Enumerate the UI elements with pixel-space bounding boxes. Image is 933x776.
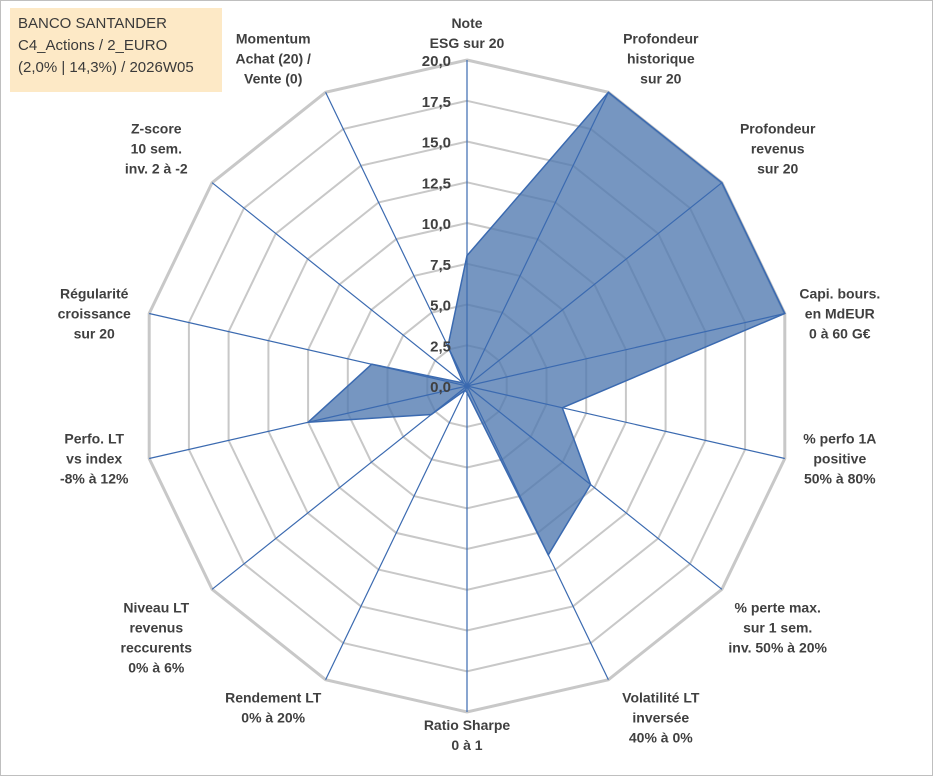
axis-label-12-line-2: inv. 2 à -2 <box>125 161 188 177</box>
axis-spoke-2 <box>466 182 723 387</box>
axis-label-9-line-1: revenus <box>129 619 183 635</box>
chart-subtitle-stats: (2,0% | 14,3%) / 2026W05 <box>18 59 194 76</box>
axis-spoke-3 <box>466 312 785 387</box>
axis-spoke-4 <box>466 385 785 460</box>
axis-spoke-13 <box>325 92 468 387</box>
axis-label-0: Note ESG sur 20 <box>430 15 505 51</box>
axis-label-3-line-0: Capi. bours. <box>799 286 880 302</box>
axis-label-12-line-1: 10 sem. <box>131 141 182 157</box>
axis-spoke-11 <box>149 312 468 387</box>
tick-label-8: 20,0 <box>422 53 451 70</box>
tick-label-3: 7,5 <box>430 257 451 274</box>
tick-label-6: 15,0 <box>422 135 451 152</box>
axis-spoke-5 <box>466 385 723 590</box>
axis-label-5: % perte max. sur 1 sem. inv. 50% à 20% <box>728 599 827 655</box>
axis-label-7: Ratio Sharpe 0 à 1 <box>424 717 511 753</box>
axis-label-13-line-1: Achat (20) / <box>235 50 311 66</box>
tick-label-7: 17,5 <box>422 94 451 111</box>
axis-label-10-line-1: vs index <box>66 451 122 467</box>
axis-label-8-line-1: 0% à 20% <box>241 710 305 726</box>
axis-label-9: Niveau LT revenus reccurents 0% à 6% <box>121 599 193 675</box>
tick-label-4: 10,0 <box>422 216 451 233</box>
axis-label-2: Profondeur revenus sur 20 <box>740 121 816 177</box>
tick-label-2: 5,0 <box>430 298 451 315</box>
axis-label-6: Volatilité LT inversée 40% à 0% <box>622 690 700 746</box>
axis-label-1-line-1: historique <box>627 50 695 66</box>
axis-label-2-line-2: sur 20 <box>757 161 798 177</box>
axis-label-1: Profondeur historique sur 20 <box>623 30 699 86</box>
axis-label-7-line-0: Ratio Sharpe <box>424 717 511 733</box>
axis-spoke-1 <box>466 92 609 387</box>
axis-spoke-6 <box>466 385 609 680</box>
axis-label-6-line-0: Volatilité LT <box>622 690 700 706</box>
axis-label-4-line-0: % perfo 1A <box>803 431 876 447</box>
axis-label-9-line-0: Niveau LT <box>123 599 189 615</box>
axis-label-12-line-0: Z-score <box>131 121 182 137</box>
axis-label-8: Rendement LT 0% à 20% <box>225 690 322 726</box>
axis-spoke-8 <box>325 385 468 680</box>
chart-title: BANCO SANTANDER <box>18 15 167 32</box>
axis-label-4-line-2: 50% à 80% <box>804 471 876 487</box>
tick-label-1: 2,5 <box>430 338 451 355</box>
axis-label-10-line-0: Perfo. LT <box>64 431 124 447</box>
axis-label-3-line-1: en MdEUR <box>805 306 875 322</box>
axis-label-1-line-2: sur 20 <box>640 70 681 86</box>
axis-label-7-line-1: 0 à 1 <box>451 737 482 753</box>
radar-spokes <box>149 60 785 712</box>
axis-label-11-line-2: sur 20 <box>74 326 115 342</box>
axis-label-5-line-2: inv. 50% à 20% <box>728 639 827 655</box>
axis-label-3-line-2: 0 à 60 G€ <box>809 326 871 342</box>
axis-label-6-line-1: inversée <box>632 710 689 726</box>
axis-label-3: Capi. bours. en MdEUR 0 à 60 G€ <box>799 286 880 342</box>
radar-tick-labels: 0,0 2,5 5,0 7,5 10,0 12,5 15,0 17,5 20,0 <box>422 53 451 396</box>
axis-label-5-line-0: % perte max. <box>735 599 821 615</box>
tick-label-0: 0,0 <box>430 379 451 396</box>
axis-label-2-line-0: Profondeur <box>740 121 816 137</box>
axis-label-9-line-3: 0% à 6% <box>128 659 185 675</box>
axis-spoke-12 <box>211 182 468 387</box>
axis-label-0-line-0: Note <box>451 15 482 31</box>
axis-label-5-line-1: sur 1 sem. <box>743 619 812 635</box>
axis-label-6-line-2: 40% à 0% <box>629 730 693 746</box>
axis-label-13: Momentum Achat (20) / Vente (0) <box>235 30 311 86</box>
axis-label-4: % perfo 1A positive 50% à 80% <box>803 431 876 487</box>
axis-label-11: Régularité croissance sur 20 <box>58 286 131 342</box>
axis-label-10: Perfo. LT vs index -8% à 12% <box>60 431 129 487</box>
axis-label-4-line-1: positive <box>813 451 866 467</box>
axis-spoke-9 <box>211 385 468 590</box>
axis-label-2-line-1: revenus <box>751 141 805 157</box>
chart-subtitle-category: C4_Actions / 2_EURO <box>18 37 168 54</box>
axis-label-11-line-1: croissance <box>58 306 131 322</box>
axis-label-11-line-0: Régularité <box>60 286 129 302</box>
axis-label-12: Z-score 10 sem. inv. 2 à -2 <box>125 121 188 177</box>
axis-label-10-line-2: -8% à 12% <box>60 471 129 487</box>
axis-label-1-line-0: Profondeur <box>623 30 699 46</box>
axis-label-13-line-2: Vente (0) <box>244 70 302 86</box>
radar-axis-labels: Note ESG sur 20 Profondeur historique sur 20… <box>58 15 881 753</box>
axis-label-0-line-1: ESG sur 20 <box>430 35 505 51</box>
chart-title-box: BANCO SANTANDER C4_Actions / 2_EURO (2,0… <box>10 8 222 92</box>
axis-label-8-line-0: Rendement LT <box>225 690 322 706</box>
tick-label-5: 12,5 <box>422 175 451 192</box>
axis-label-13-line-0: Momentum <box>236 30 311 46</box>
axis-spoke-10 <box>149 385 468 460</box>
axis-label-9-line-2: reccurents <box>121 639 193 655</box>
